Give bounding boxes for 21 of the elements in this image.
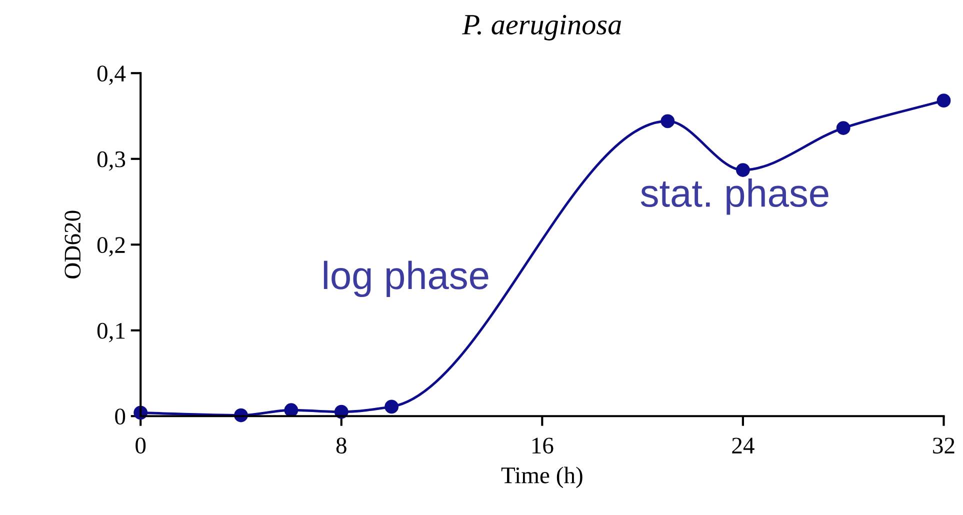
point [384,400,399,414]
x-tick-label: 8 [336,438,346,454]
x-axis-title: Time (h) [501,466,582,488]
annotation: stat. phase [640,178,828,215]
y-tick-label: 0,2 [97,237,125,256]
y-axis-title: OD620 [64,210,81,278]
x-tick-label: 24 [732,438,754,454]
point [660,114,675,128]
x-tick-label: 16 [532,438,554,454]
point [736,163,750,177]
point [284,403,298,418]
x-tick-label: 32 [933,438,954,454]
x-tick-label: 0 [136,438,146,454]
y-tick-label: 0,1 [97,322,125,342]
point [836,121,850,135]
annotation: log phase [324,260,488,298]
y-tick-label: 0 [115,408,126,425]
point [936,94,951,108]
chart-title: P. aeruginosa [462,14,622,40]
y-tick-label: 0,4 [97,66,126,85]
y-tick-label: 0,3 [97,151,126,171]
